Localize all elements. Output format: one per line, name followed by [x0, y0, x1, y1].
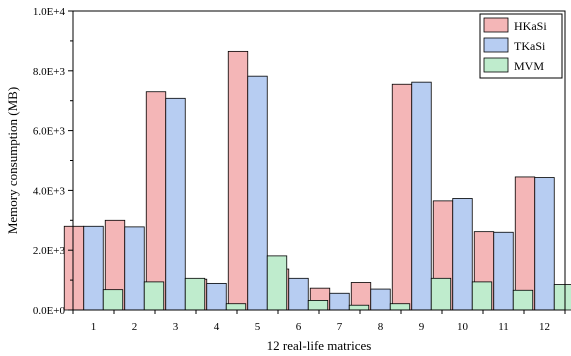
bar-mvm-12	[553, 284, 571, 311]
x-tick-label: 5	[255, 321, 261, 333]
x-tick-label: 9	[419, 321, 425, 333]
legend-label-hkasi: HKaSi	[514, 19, 547, 33]
bar-tkasi-3	[165, 97, 186, 311]
bar-mvm-3	[184, 277, 206, 311]
bar-tkasi-8	[370, 288, 391, 311]
bar-mvm-11	[512, 289, 534, 311]
bar-tkasi-7	[329, 292, 350, 311]
x-tick-label: 4	[214, 321, 220, 333]
bar-tkasi-12	[534, 177, 555, 311]
legend-swatch-tkasi	[483, 37, 509, 53]
bar-tkasi-11	[493, 231, 514, 311]
legend-swatch-hkasi	[483, 17, 509, 33]
bar-mvm-1	[102, 289, 124, 311]
bar-tkasi-10	[452, 198, 473, 311]
bars-layer	[63, 50, 571, 311]
x-tick-label: 8	[378, 321, 384, 333]
x-tick-label: 1	[91, 321, 97, 333]
bar-tkasi-9	[411, 81, 432, 311]
y-axis-title: Memory consumption (MB)	[5, 87, 20, 234]
bar-mvm-4	[225, 303, 247, 311]
bar-mvm-2	[143, 281, 165, 311]
y-tick-label: 4.0E+3	[33, 185, 66, 197]
legend: HKaSi TKaSi MVM	[479, 13, 563, 79]
bar-tkasi-6	[288, 277, 309, 311]
legend-label-tkasi: TKaSi	[514, 39, 546, 53]
x-tick-label: 12	[539, 321, 550, 333]
y-tick-label: 6.0E+3	[33, 126, 66, 138]
axes-layer: 0.0E+02.0E+34.0E+36.0E+38.0E+31.0E+41 2 3 4…	[33, 6, 566, 333]
bar-hkasi-1	[63, 225, 85, 311]
y-tick-label: 8.0E+3	[33, 66, 66, 78]
x-tick-label: 10	[457, 321, 469, 333]
x-axis-title: 12 real-life matrices	[267, 338, 372, 353]
legend-swatch-mvm	[483, 57, 509, 73]
bar-tkasi-1	[83, 225, 104, 311]
bar-mvm-9	[430, 277, 452, 311]
bar-mvm-5	[266, 255, 288, 311]
x-tick-label: 2	[132, 321, 138, 333]
x-tick-label: 11	[498, 321, 509, 333]
y-tick-label: 2.0E+3	[33, 245, 66, 257]
x-tick-label: 3	[173, 321, 179, 333]
x-tick-label: 7	[337, 321, 343, 333]
bar-tkasi-5	[247, 75, 268, 311]
y-tick-label: 1.0E+4	[33, 6, 66, 18]
bar-tkasi-2	[124, 226, 145, 311]
bar-mvm-10	[471, 281, 493, 311]
y-tick-label: 0.0E+0	[33, 305, 66, 317]
bar-hkasi-5	[227, 50, 249, 311]
bar-mvm-6	[307, 300, 329, 311]
legend-label-mvm: MVM	[514, 59, 544, 73]
x-tick-label: 6	[296, 321, 302, 333]
bar-mvm-7	[348, 304, 370, 311]
bar-mvm-8	[389, 303, 411, 311]
bar-hkasi-3	[145, 91, 167, 311]
bar-tkasi-4	[206, 282, 227, 311]
bar-hkasi-9	[391, 83, 413, 311]
